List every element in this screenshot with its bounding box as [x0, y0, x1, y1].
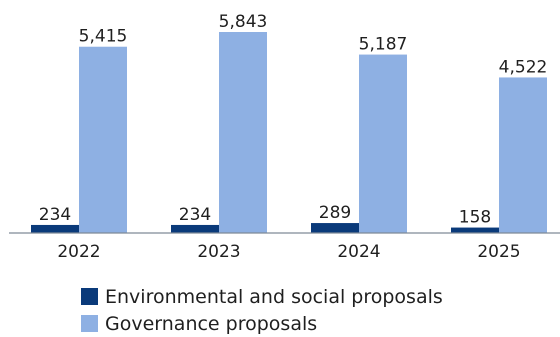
- bar-governance-2022: [79, 46, 127, 233]
- x-tick-labels-group: 2022 2023 2024 2025: [57, 242, 520, 262]
- x-tick-label-2025: 2025: [477, 242, 520, 262]
- x-tick-label-2022: 2022: [57, 242, 100, 262]
- data-label-environmental-social-2022: 234: [39, 205, 71, 225]
- x-tick-label-2024: 2024: [337, 242, 380, 262]
- x-tick-label-2023: 2023: [197, 242, 240, 262]
- data-label-environmental-social-2024: 289: [319, 203, 351, 223]
- bar-governance-2023: [219, 32, 267, 233]
- bar-governance-2024: [359, 54, 407, 233]
- data-label-governance-2023: 5,843: [219, 12, 268, 32]
- data-label-governance-2022: 5,415: [79, 27, 128, 47]
- bar-governance-2025: [499, 77, 547, 233]
- data-label-environmental-social-2023: 234: [179, 205, 211, 225]
- legend-swatch-environmental-social: [81, 288, 98, 305]
- bar-environmental-social-2024: [311, 223, 359, 233]
- legend-label-governance: Governance proposals: [105, 312, 318, 335]
- bar-environmental-social-2023: [171, 224, 219, 233]
- legend: Environmental and social proposals Gover…: [81, 283, 443, 337]
- legend-item-governance: Governance proposals: [81, 310, 443, 337]
- data-label-governance-2025: 4,522: [499, 57, 548, 77]
- data-label-governance-2024: 5,187: [359, 35, 408, 55]
- bars-group: [31, 32, 547, 233]
- legend-label-environmental-social: Environmental and social proposals: [105, 285, 443, 308]
- legend-swatch-governance: [81, 315, 98, 332]
- bar-environmental-social-2022: [31, 224, 79, 233]
- bar-labels-group: 234 5,415 234 5,843 289 5,187 158 4,522: [39, 12, 548, 228]
- legend-item-environmental-social: Environmental and social proposals: [81, 283, 443, 310]
- data-label-environmental-social-2025: 158: [459, 208, 491, 228]
- bar-environmental-social-2025: [451, 227, 499, 233]
